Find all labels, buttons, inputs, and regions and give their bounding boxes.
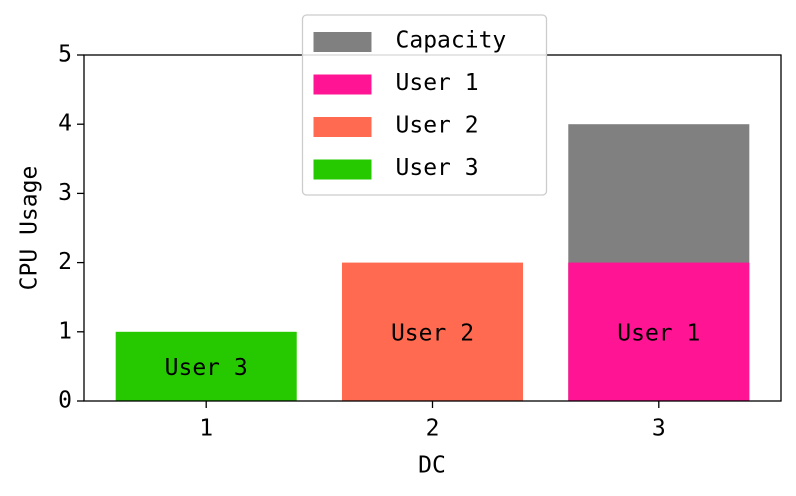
x-tick-label: 2: [426, 416, 440, 442]
y-tick-label: 1: [58, 318, 72, 344]
legend-label: User 1: [396, 70, 479, 96]
bar-label: User 3: [165, 355, 248, 381]
legend-label: Capacity: [396, 28, 507, 54]
bar-label: User 2: [391, 320, 474, 346]
x-tick-label: 3: [652, 416, 666, 442]
bar: [568, 262, 750, 401]
legend-label: User 2: [396, 113, 479, 139]
x-tick-label: 1: [199, 416, 213, 442]
y-tick-label: 3: [58, 180, 72, 206]
legend-swatch: [313, 32, 372, 52]
legend-swatch: [313, 74, 372, 95]
y-axis-label: CPU Usage: [17, 166, 43, 291]
y-tick-label: 4: [58, 111, 72, 137]
y-tick-label: 2: [58, 249, 72, 275]
legend-label: User 3: [396, 155, 479, 181]
y-tick-label: 5: [58, 42, 72, 68]
bar: [115, 331, 297, 401]
legend-swatch: [313, 159, 372, 180]
y-tick-label: 0: [58, 388, 72, 414]
bar-label: User 1: [617, 320, 700, 346]
legend-box: [301, 14, 548, 196]
x-axis-label: DC: [418, 453, 446, 479]
legend-swatch: [313, 117, 372, 137]
bar: [341, 262, 524, 401]
